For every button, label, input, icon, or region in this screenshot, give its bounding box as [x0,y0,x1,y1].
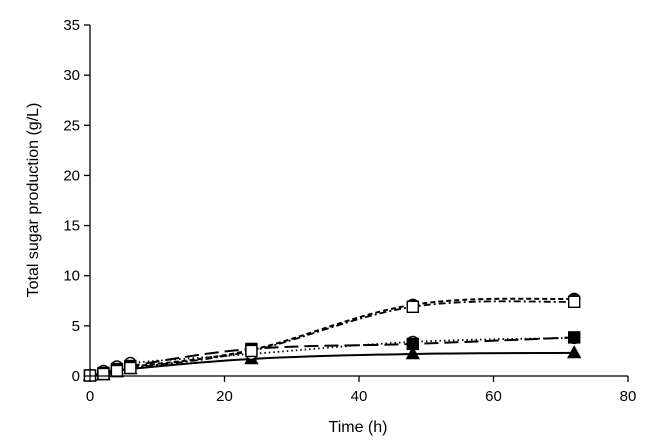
axes-layer: 0 5 10 15 20 25 30 35 0 20 40 60 80 [63,17,636,405]
y-tick-label: 15 [63,218,80,235]
series-dashdot-open-square-marker [110,364,124,378]
y-tick-label: 5 [72,318,80,335]
x-tick-label: 80 [620,388,637,405]
x-tick-label: 0 [86,388,94,405]
series-dashdot-open-square-marker [245,344,258,358]
series-longdash-filled-square-marker [568,331,581,344]
x-tick-label: 20 [216,388,233,405]
series-dashdot-open-square-line [89,300,575,377]
series-layer [82,292,582,382]
series-longdash-filled-square-line [89,336,575,377]
series-longdash-filled-square-marker [406,337,419,351]
x-tick-label: 40 [351,388,368,405]
y-tick-label: 20 [63,167,80,184]
series-dotted-open-circle-line [89,336,575,377]
y-tick-label: 25 [63,117,80,134]
y-axis-title: Total sugar production (g/L) [25,103,42,298]
series-solid-triangle-marker [567,345,582,359]
series-solid-triangle-marker [405,346,420,360]
y-tick-label: 30 [63,67,80,84]
y-tick-label: 10 [63,268,80,285]
y-tick-label: 35 [63,17,80,34]
series-dashdot-open-square-marker [124,361,137,375]
x-tick-label: 60 [485,388,502,405]
y-tick-label: 0 [72,368,80,385]
series-dashdot-open-square-marker [568,295,581,308]
series-dashdot-open-square-marker [406,300,419,314]
x-axis-title: Time (h) [329,419,388,436]
series-dashdot-open-square-marker [97,367,110,381]
